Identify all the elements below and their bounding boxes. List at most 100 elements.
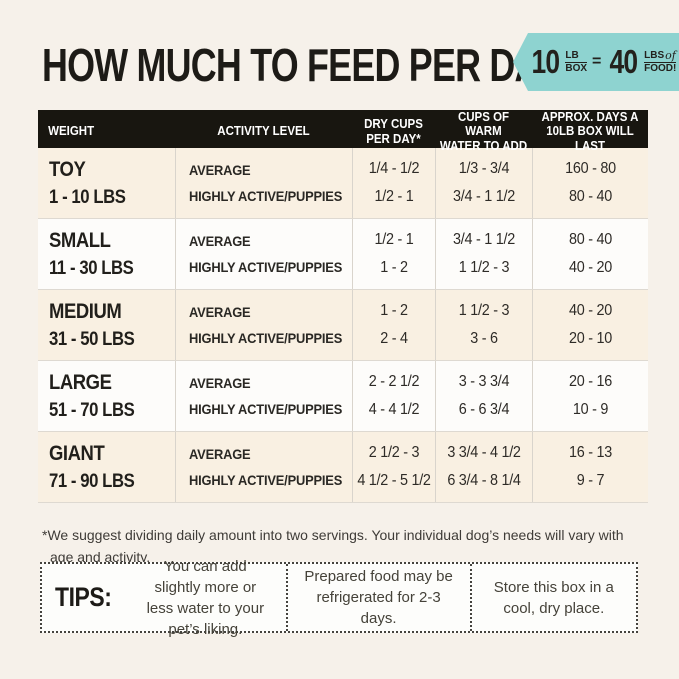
column-header-weight: WEIGHT bbox=[48, 124, 95, 139]
water-high: 6 - 6 3/4 bbox=[458, 401, 510, 418]
days-cell: 80 - 40 40 - 20 bbox=[532, 219, 648, 289]
days-high: 10 - 9 bbox=[572, 401, 609, 418]
badge-equals: = bbox=[592, 53, 602, 70]
water-high: 6 3/4 - 8 1/4 bbox=[447, 472, 521, 489]
column-header-activity-level: ACTIVITY LEVEL bbox=[217, 124, 310, 139]
activity-cell: AVERAGE HIGHLY ACTIVE/PUPPIES bbox=[175, 361, 352, 431]
days-high: 20 - 10 bbox=[569, 330, 612, 347]
weight-range: 1 - 10 LBS bbox=[49, 186, 126, 208]
days-average: 80 - 40 bbox=[569, 231, 612, 248]
tips-label: TIPS: bbox=[55, 582, 112, 612]
dry-cups-cell: 1/4 - 1/2 1/2 - 1 bbox=[352, 148, 435, 218]
weight-range: 51 - 70 LBS bbox=[49, 399, 135, 421]
activity-average-label: AVERAGE bbox=[189, 446, 251, 462]
dry-cups-high: 4 1/2 - 5 1/2 bbox=[357, 472, 431, 489]
tip-refrigerate: Prepared food may be refrigerated for 2-… bbox=[285, 564, 470, 631]
dry-cups-high: 2 - 4 bbox=[380, 330, 408, 347]
dry-cups-average: 1/4 - 1/2 bbox=[368, 160, 420, 177]
weight-cell: MEDIUM 31 - 50 LBS bbox=[38, 290, 175, 360]
dry-cups-high: 1 - 2 bbox=[380, 259, 408, 276]
days-cell: 16 - 13 9 - 7 bbox=[532, 432, 648, 502]
weight-cell: GIANT 71 - 90 LBS bbox=[38, 432, 175, 502]
dry-cups-average: 2 1/2 - 3 bbox=[368, 444, 420, 461]
water-cell: 3 3/4 - 4 1/2 6 3/4 - 8 1/4 bbox=[435, 432, 532, 502]
page-title: HOW MUCH TO FEED PER DAY bbox=[42, 38, 679, 92]
water-average: 3 3/4 - 4 1/2 bbox=[447, 444, 521, 461]
days-high: 40 - 20 bbox=[569, 259, 612, 276]
water-average: 1 1/2 - 3 bbox=[458, 302, 510, 319]
feeding-table: WEIGHT ACTIVITY LEVEL DRY CUPS PER DAY* … bbox=[38, 110, 648, 503]
badge-of-script: of bbox=[665, 49, 676, 62]
page-title-text: HOW MUCH TO FEED PER DAY bbox=[42, 39, 560, 91]
tip-storage: Store this box in a cool, dry place. bbox=[469, 564, 636, 631]
column-header-days-last: APPROX. DAYS A 10LB BOX WILL LAST bbox=[541, 110, 639, 153]
weight-size: MEDIUM bbox=[49, 299, 122, 323]
tip-water-adjust: You can add slightly more or less water … bbox=[146, 557, 265, 638]
weight-size: LARGE bbox=[49, 370, 112, 394]
days-cell: 20 - 16 10 - 9 bbox=[532, 361, 648, 431]
activity-average-label: AVERAGE bbox=[189, 233, 251, 249]
table-row-giant: GIANT 71 - 90 LBS AVERAGE HIGHLY ACTIVE/… bbox=[38, 432, 648, 503]
weight-size: SMALL bbox=[49, 228, 111, 252]
table-row-medium: MEDIUM 31 - 50 LBS AVERAGE HIGHLY ACTIVE… bbox=[38, 290, 648, 361]
badge-unit-lbs: LBS bbox=[644, 49, 665, 61]
dry-cups-high: 1/2 - 1 bbox=[374, 188, 414, 205]
water-high: 3 - 6 bbox=[470, 330, 498, 347]
weight-cell: LARGE 51 - 70 LBS bbox=[38, 361, 175, 431]
weight-cell: SMALL 11 - 30 LBS bbox=[38, 219, 175, 289]
badge-qty-40: 40 bbox=[609, 43, 639, 80]
weight-range: 11 - 30 LBS bbox=[49, 257, 134, 279]
days-average: 40 - 20 bbox=[569, 302, 612, 319]
weight-range: 71 - 90 LBS bbox=[49, 470, 135, 492]
badge-unit-lb: LB bbox=[565, 50, 588, 63]
activity-cell: AVERAGE HIGHLY ACTIVE/PUPPIES bbox=[175, 290, 352, 360]
water-cell: 3/4 - 1 1/2 1 1/2 - 3 bbox=[435, 219, 532, 289]
dry-cups-average: 2 - 2 1/2 bbox=[368, 373, 420, 390]
activity-high-label: HIGHLY ACTIVE/PUPPIES bbox=[189, 401, 343, 417]
activity-average-label: AVERAGE bbox=[189, 304, 251, 320]
days-cell: 160 - 80 80 - 40 bbox=[532, 148, 648, 218]
footnote-text: *We suggest dividing daily amount into t… bbox=[42, 527, 624, 565]
dry-cups-cell: 1 - 2 2 - 4 bbox=[352, 290, 435, 360]
days-average: 160 - 80 bbox=[565, 160, 616, 177]
water-high: 1 1/2 - 3 bbox=[458, 259, 510, 276]
dry-cups-cell: 2 - 2 1/2 4 - 4 1/2 bbox=[352, 361, 435, 431]
table-row-large: LARGE 51 - 70 LBS AVERAGE HIGHLY ACTIVE/… bbox=[38, 361, 648, 432]
badge-unit-food: FOOD! bbox=[644, 63, 677, 74]
table-row-toy: TOY 1 - 10 LBS AVERAGE HIGHLY ACTIVE/PUP… bbox=[38, 148, 648, 219]
column-header-dry-cups: DRY CUPS PER DAY* bbox=[364, 117, 423, 146]
days-average: 16 - 13 bbox=[569, 444, 612, 461]
dry-cups-cell: 1/2 - 1 1 - 2 bbox=[352, 219, 435, 289]
promo-badge: 10 LB BOX = 40 LBS of FOOD! bbox=[513, 33, 679, 91]
activity-cell: AVERAGE HIGHLY ACTIVE/PUPPIES bbox=[175, 432, 352, 502]
water-cell: 1/3 - 3/4 3/4 - 1 1/2 bbox=[435, 148, 532, 218]
weight-range: 31 - 50 LBS bbox=[49, 328, 135, 350]
water-average: 3/4 - 1 1/2 bbox=[453, 231, 515, 248]
dry-cups-average: 1 - 2 bbox=[380, 302, 408, 319]
water-high: 3/4 - 1 1/2 bbox=[453, 188, 515, 205]
table-row-small: SMALL 11 - 30 LBS AVERAGE HIGHLY ACTIVE/… bbox=[38, 219, 648, 290]
activity-cell: AVERAGE HIGHLY ACTIVE/PUPPIES bbox=[175, 219, 352, 289]
water-cell: 1 1/2 - 3 3 - 6 bbox=[435, 290, 532, 360]
activity-average-label: AVERAGE bbox=[189, 162, 251, 178]
activity-high-label: HIGHLY ACTIVE/PUPPIES bbox=[189, 330, 343, 346]
water-average: 1/3 - 3/4 bbox=[458, 160, 510, 177]
weight-size: GIANT bbox=[49, 441, 105, 465]
activity-cell: AVERAGE HIGHLY ACTIVE/PUPPIES bbox=[175, 148, 352, 218]
badge-unit-lbs-line: LBS of bbox=[644, 49, 677, 63]
badge-qty-10: 10 bbox=[531, 43, 560, 80]
activity-average-label: AVERAGE bbox=[189, 375, 251, 391]
water-cell: 3 - 3 3/4 6 - 6 3/4 bbox=[435, 361, 532, 431]
badge-unit-box: BOX bbox=[565, 63, 588, 74]
dry-cups-average: 1/2 - 1 bbox=[374, 231, 414, 248]
weight-cell: TOY 1 - 10 LBS bbox=[38, 148, 175, 218]
days-high: 80 - 40 bbox=[569, 188, 612, 205]
activity-high-label: HIGHLY ACTIVE/PUPPIES bbox=[189, 472, 343, 488]
badge-unit-lb-box: LB BOX bbox=[565, 50, 588, 75]
activity-high-label: HIGHLY ACTIVE/PUPPIES bbox=[189, 259, 343, 275]
days-cell: 40 - 20 20 - 10 bbox=[532, 290, 648, 360]
weight-size: TOY bbox=[49, 157, 86, 181]
days-high: 9 - 7 bbox=[576, 472, 605, 489]
dry-cups-cell: 2 1/2 - 3 4 1/2 - 5 1/2 bbox=[352, 432, 435, 502]
